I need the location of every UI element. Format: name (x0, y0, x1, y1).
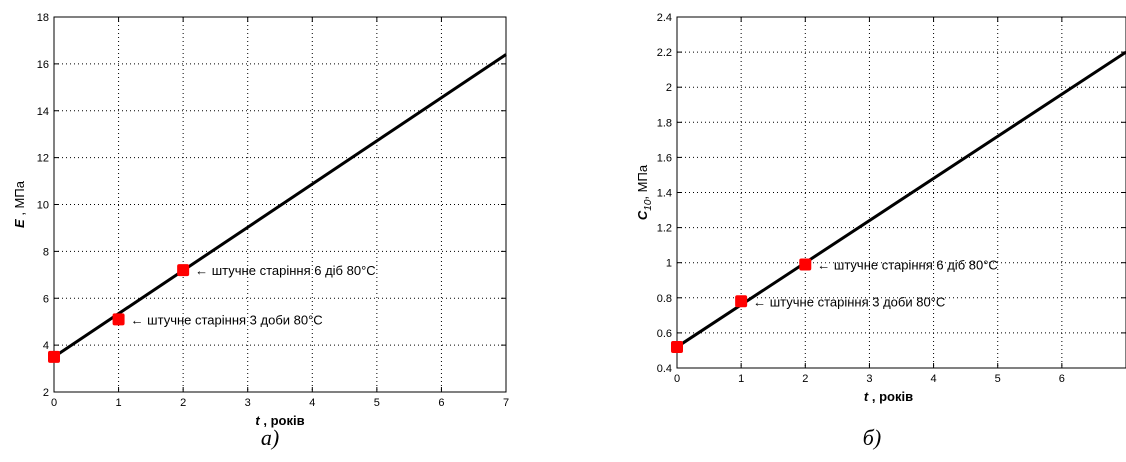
y-axis-label: E , МПа (12, 180, 27, 228)
x-tick-label: 0 (674, 373, 680, 385)
x-tick-label: 5 (995, 373, 1001, 385)
x-tick-label: 0 (51, 397, 57, 409)
x-axis-label: t , років (255, 413, 304, 428)
y-tick-label: 0.4 (657, 363, 672, 375)
data-point (799, 258, 812, 271)
x-tick-label: 5 (374, 397, 380, 409)
y-tick-label: 2.2 (657, 47, 672, 59)
x-tick-label: 7 (503, 397, 509, 409)
panel-caption: б) (863, 425, 881, 450)
y-tick-label: 18 (37, 12, 49, 24)
y-tick-label: 1 (666, 258, 672, 270)
y-tick-label: 2 (666, 82, 672, 94)
chart-b: 0 1 2 3 4 5 6 0.4 0.6 0.8 1 1.2 1.4 1.6 1.8 2 2.2 2.4 t , … (635, 12, 1126, 450)
x-tick-label: 6 (1059, 373, 1065, 385)
x-axis-label: t , років (864, 389, 913, 404)
data-point (112, 313, 125, 326)
y-tick-label: 2.4 (657, 12, 672, 24)
panel-caption: а) (261, 425, 279, 450)
x-tick-label: 3 (866, 373, 872, 385)
y-axis-label: C10, МПа (635, 164, 654, 220)
x-tick-label: 4 (309, 397, 315, 409)
data-point (177, 264, 190, 277)
y-tick-label: 1.6 (657, 152, 672, 164)
y-tick-label: 2 (43, 387, 49, 399)
x-tick-label: 2 (180, 397, 186, 409)
x-tick-label: 3 (245, 397, 251, 409)
x-tick-label: 4 (931, 373, 937, 385)
y-tick-label: 0.6 (657, 328, 672, 340)
data-point (48, 350, 60, 363)
y-tick-label: 1.2 (657, 223, 672, 235)
x-tick-label: 1 (738, 373, 744, 385)
point-annotation: ← штучне старіння 6 діб 80°C (195, 263, 376, 278)
y-tick-label: 16 (37, 59, 49, 71)
y-tick-label: 1.8 (657, 117, 672, 129)
point-annotation: ← штучне старіння 3 доби 80°C (753, 294, 945, 309)
x-tick-label: 1 (116, 397, 122, 409)
x-tick-label: 2 (802, 373, 808, 385)
y-tick-label: 4 (43, 340, 49, 352)
y-tick-label: 6 (43, 293, 49, 305)
data-point (735, 295, 748, 308)
y-tick-label: 10 (37, 200, 49, 212)
x-tick-label: 6 (438, 397, 444, 409)
y-tick-label: 14 (37, 106, 49, 118)
y-tick-label: 1.4 (657, 188, 672, 200)
trend-line (53, 53, 507, 359)
y-tick-label: 8 (43, 246, 49, 258)
data-point (671, 340, 683, 353)
y-tick-label: 12 (37, 153, 49, 165)
trend-line (676, 50, 1126, 349)
point-annotation: ← штучне старіння 3 доби 80°C (131, 312, 323, 327)
point-annotation: ← штучне старіння 6 діб 80°C (817, 257, 998, 272)
y-tick-label: 0.8 (657, 293, 672, 305)
